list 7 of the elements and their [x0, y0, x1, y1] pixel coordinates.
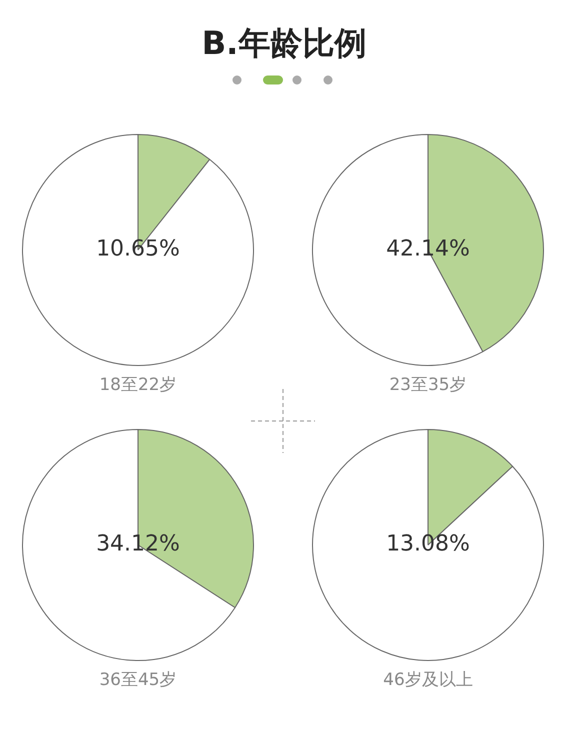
text: 36至45岁 — [98, 669, 178, 691]
text: 18至22岁 — [98, 374, 178, 396]
text: 46岁及以上 — [382, 669, 474, 691]
data-label: 13.08% — [386, 532, 470, 557]
data-label: 10.65% — [96, 236, 180, 262]
text: 23至35岁 — [388, 374, 468, 396]
text: B.年龄比例 — [200, 23, 368, 64]
